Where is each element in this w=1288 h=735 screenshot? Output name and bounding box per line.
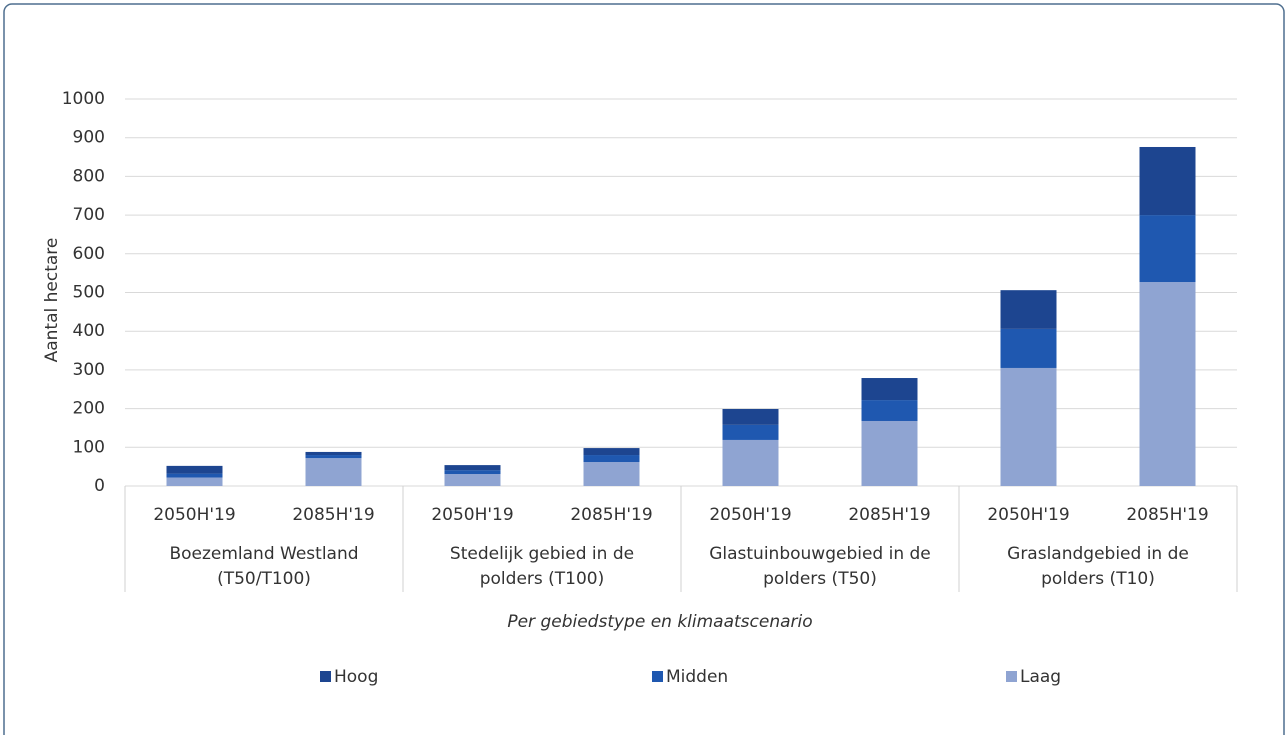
x-tick-label: 2085H'19 (848, 505, 930, 525)
bar-segment (444, 465, 501, 471)
bar-segment (1139, 146, 1196, 216)
bar-segment (1000, 367, 1057, 486)
bar-segment (722, 439, 779, 486)
y-tick-label: 400 (73, 321, 105, 341)
bar-segment (583, 448, 640, 456)
y-tick-label: 0 (94, 476, 105, 496)
bar-segment (1000, 290, 1057, 329)
bar-segment (722, 424, 779, 440)
group-label: Stedelijk gebied in de (450, 544, 634, 564)
legend-label: Hoog (334, 667, 378, 687)
bar-segment (861, 378, 918, 401)
group-label: (T50/T100) (217, 569, 311, 589)
y-tick-label: 800 (73, 166, 105, 186)
bar-segment (305, 455, 362, 459)
group-label: polders (T10) (1041, 569, 1155, 589)
y-tick-label: 700 (73, 205, 105, 225)
group-label: polders (T50) (763, 569, 877, 589)
group-label: Glastuinbouwgebied in de (709, 544, 931, 564)
bar-segment (166, 477, 223, 486)
group-label: Boezemland Westland (169, 544, 358, 564)
group-label: Graslandgebied in de (1007, 544, 1189, 564)
legend-label: Midden (666, 667, 728, 687)
x-tick-label: 2085H'19 (1126, 505, 1208, 525)
x-tick-label: 2050H'19 (153, 505, 235, 525)
x-axis-label: Per gebiedstype en klimaatscenario (507, 612, 812, 632)
bar-segment (166, 465, 223, 474)
bar-segment (305, 458, 362, 486)
legend-label: Laag (1020, 667, 1061, 687)
x-tick-label: 2050H'19 (709, 505, 791, 525)
bar-segment (166, 473, 223, 478)
bar-segment (1139, 282, 1196, 486)
y-axis-label: Aantal hectare (42, 238, 62, 363)
bar-segment (583, 462, 640, 486)
frame (3, 3, 1285, 735)
x-tick-label: 2050H'19 (431, 505, 513, 525)
bar-segment (861, 400, 918, 421)
legend-swatch (320, 671, 331, 682)
y-tick-label: 300 (73, 360, 105, 380)
bar-segment (444, 474, 501, 486)
y-tick-label: 600 (73, 244, 105, 264)
bar-segment (861, 420, 918, 486)
legend-swatch (1006, 671, 1017, 682)
bar-segment (722, 408, 779, 425)
bar-segment (444, 470, 501, 475)
y-tick-label: 1000 (62, 89, 105, 109)
x-tick-label: 2050H'19 (987, 505, 1069, 525)
y-tick-label: 200 (73, 399, 105, 419)
x-tick-label: 2085H'19 (570, 505, 652, 525)
bar-segment (1000, 328, 1057, 368)
group-label: polders (T100) (480, 569, 605, 589)
legend-swatch (652, 671, 663, 682)
y-tick-label: 500 (73, 283, 105, 303)
bar-segment (1139, 215, 1196, 283)
x-tick-label: 2085H'19 (292, 505, 374, 525)
y-tick-label: 100 (73, 437, 105, 457)
y-tick-label: 900 (73, 128, 105, 148)
bar-segment (305, 451, 362, 456)
bar-segment (583, 455, 640, 463)
